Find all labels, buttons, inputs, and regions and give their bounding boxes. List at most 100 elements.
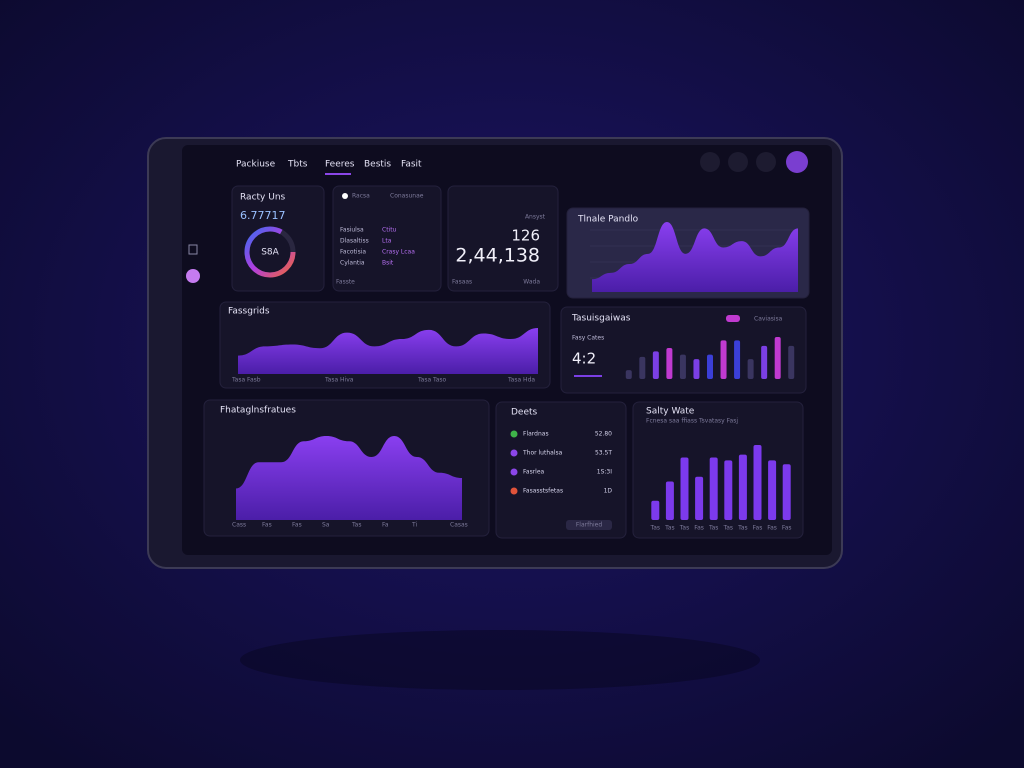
area-series xyxy=(238,328,538,374)
kpi-footer: Fasaas xyxy=(452,279,472,286)
icon-button[interactable] xyxy=(728,152,748,172)
list-label: Cylantia xyxy=(340,260,365,267)
x-label: Fas xyxy=(262,522,272,529)
list-label: Facotisia xyxy=(340,249,366,256)
x-label: Fas xyxy=(753,525,763,532)
x-label: Fas xyxy=(694,525,704,532)
bar xyxy=(747,359,754,379)
kpi-value: 126 xyxy=(511,227,540,245)
x-label: Cass xyxy=(232,522,246,529)
sidebar-icon[interactable] xyxy=(188,244,198,255)
x-label: Tas xyxy=(723,525,733,532)
bar xyxy=(709,457,718,520)
card xyxy=(231,185,325,292)
shadow xyxy=(240,630,760,690)
area-series xyxy=(236,436,462,520)
card-title: Tasuisgaiwas xyxy=(571,314,631,324)
button-label: Flarfhied xyxy=(576,522,603,529)
card-title: Fassgrids xyxy=(228,307,270,317)
legend-label[interactable]: Caviasisa xyxy=(754,316,783,323)
x-label: Fas xyxy=(782,525,792,532)
bar xyxy=(693,359,700,379)
bar xyxy=(625,370,632,379)
status-dot xyxy=(510,487,518,495)
list-label: Fasiulsa xyxy=(340,227,364,234)
avatar[interactable] xyxy=(786,151,808,173)
icon-button[interactable] xyxy=(700,152,720,172)
x-label: Fas xyxy=(292,522,302,529)
status-dot xyxy=(510,468,518,476)
item-value: 52.80 xyxy=(595,431,612,438)
bar xyxy=(651,500,660,520)
bar xyxy=(720,340,727,379)
ring xyxy=(244,226,296,278)
x-label: Tasa Hiva xyxy=(324,377,354,384)
button[interactable] xyxy=(566,520,612,530)
x-label: Ti xyxy=(411,522,417,529)
dashboard: Packiuse Tbts Feeres Bestis Fasit Racty Uns 6.… xyxy=(203,160,810,539)
kpi-footer: Wada xyxy=(523,279,540,286)
list-value: Bsit xyxy=(382,260,394,267)
nav-tab[interactable]: Packiuse xyxy=(236,160,276,170)
list-label: Dlasaltiss xyxy=(340,238,369,245)
bar xyxy=(761,345,768,379)
list-header: Racsa xyxy=(352,193,370,200)
kpi-value: 2,44,138 xyxy=(455,245,540,267)
x-label: Tas xyxy=(679,525,689,532)
legend-swatch xyxy=(726,315,740,322)
item-value: 1D xyxy=(604,488,613,495)
x-label: Casas xyxy=(450,522,468,529)
item-label: Fasrlea xyxy=(523,469,545,476)
card-title: Salty Wate xyxy=(646,407,695,417)
list-footer: Fasste xyxy=(336,279,355,286)
radio[interactable] xyxy=(342,193,348,199)
card-title: Tlnale Pandlo xyxy=(577,215,639,225)
list-header: Conasunae xyxy=(390,193,424,200)
list-value: Crasy Lcaa xyxy=(382,249,415,256)
sidebar-icon[interactable] xyxy=(186,269,200,283)
underline xyxy=(574,375,602,377)
bar xyxy=(768,460,777,520)
nav-tab[interactable]: Feeres xyxy=(325,160,355,170)
status-dot xyxy=(510,449,518,457)
active-tab-indicator xyxy=(325,173,351,175)
nav-tab[interactable]: Fasit xyxy=(401,160,422,170)
x-label: Tasa Hda xyxy=(507,377,535,384)
item-label: Fasasstsfetas xyxy=(523,488,563,495)
x-label: Tas xyxy=(708,525,718,532)
item-value: 53.5T xyxy=(595,450,612,457)
card-title: Deets xyxy=(511,408,538,418)
bar xyxy=(680,457,689,520)
x-label: Tas xyxy=(650,525,660,532)
bar xyxy=(724,460,733,520)
area-series xyxy=(592,222,798,292)
icon-button[interactable] xyxy=(756,152,776,172)
card-title: Racty Uns xyxy=(240,193,286,203)
bar xyxy=(707,354,713,379)
bar xyxy=(788,345,795,379)
list-value: Lta xyxy=(382,238,392,245)
bar xyxy=(734,340,741,379)
card xyxy=(447,185,559,292)
bar xyxy=(679,354,686,379)
card xyxy=(332,185,442,292)
card xyxy=(560,306,807,394)
card-subtitle: Fcnesa saa ffiass Tsvatasy Fasj xyxy=(646,418,738,425)
metric-value: 6.77717 xyxy=(240,209,286,222)
x-label: Sa xyxy=(322,522,330,529)
bar xyxy=(782,464,791,520)
x-label: Fas xyxy=(767,525,777,532)
bar xyxy=(774,337,781,379)
bar xyxy=(652,351,659,379)
ring-label: S8A xyxy=(261,248,279,258)
nav-tab[interactable]: Bestis xyxy=(364,160,391,170)
bar xyxy=(665,481,674,520)
nav-tab[interactable]: Tbts xyxy=(287,160,308,170)
x-label: Fa xyxy=(382,522,389,529)
caption: Fasy Cates xyxy=(572,335,604,342)
x-label: Tasa Fasb xyxy=(231,377,261,384)
item-label: Flardnas xyxy=(523,431,549,438)
x-label: Tas xyxy=(737,525,747,532)
